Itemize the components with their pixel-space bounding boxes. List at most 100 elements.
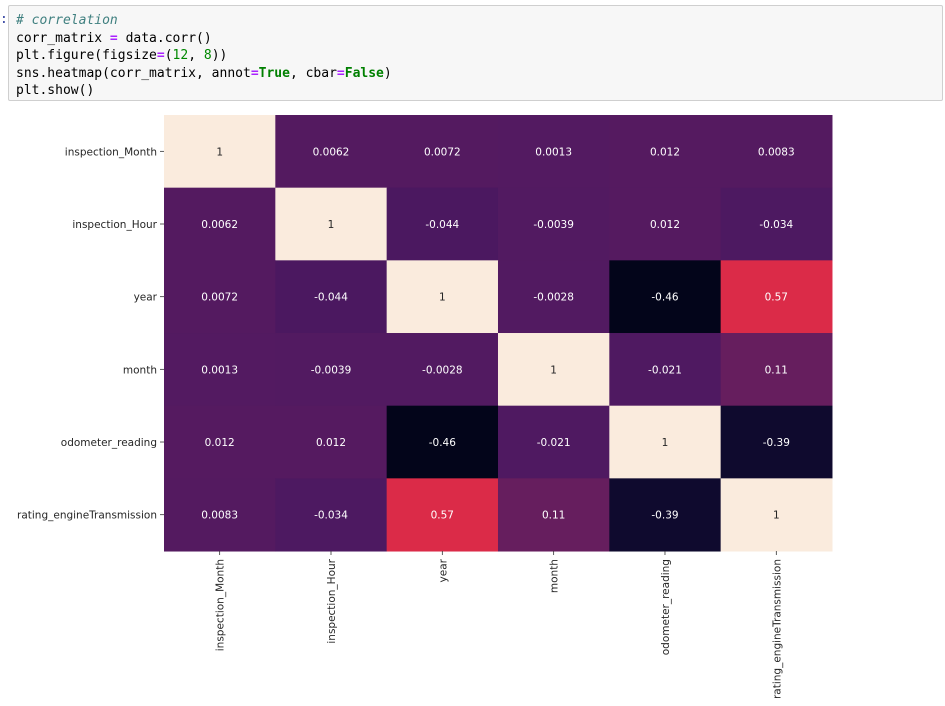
- cell-annotation: 1: [328, 219, 335, 231]
- heatmap-cell: [164, 333, 276, 407]
- heatmap-cell: [275, 187, 388, 261]
- cell-annotation: 0.57: [765, 292, 788, 304]
- code-token: =: [336, 65, 345, 81]
- code-token: # correlation: [16, 13, 118, 28]
- heatmap-cell: [164, 187, 276, 261]
- x-tick-label: month: [549, 559, 561, 593]
- heatmap-cell: [275, 405, 388, 479]
- heatmap-cell: [720, 187, 833, 261]
- correlation-heatmap: 1 0.0062 0.0072 0.0013 0.012 0.0083 0.0062 1 -0.…: [17, 115, 833, 699]
- code-token: =: [250, 65, 259, 81]
- code-token: False: [344, 65, 384, 81]
- cell-annotation: -0.044: [314, 292, 348, 304]
- heatmap-cell: [164, 478, 276, 552]
- cell-annotation: 0.11: [765, 364, 788, 376]
- heatmap-cell: [497, 187, 610, 261]
- heatmap-annotations: 1 0.0062 0.0072 0.0013 0.012 0.0083 0.0062 1 -0.…: [201, 146, 794, 521]
- code-token: 8: [203, 48, 212, 64]
- code-token: ): [383, 65, 392, 81]
- heatmap-cell: [386, 405, 499, 479]
- code-token: plt.show(): [16, 83, 95, 99]
- heatmap-cell: [386, 333, 499, 407]
- heatmap-cell: [609, 405, 722, 479]
- y-tick-label: inspection_Hour: [72, 219, 157, 231]
- heatmap-cell: [609, 478, 722, 552]
- code-line: plt.figure(figsize=(12, 8)): [16, 48, 227, 63]
- cell-annotation: -0.0039: [533, 219, 574, 231]
- cell-annotation: 0.0013: [201, 364, 238, 376]
- x-tick-label: year: [437, 558, 449, 582]
- cell-annotation: -0.034: [314, 510, 348, 522]
- code-token: plt.figure(figsize: [16, 48, 157, 64]
- heatmap-cell: [609, 115, 722, 189]
- cell-annotation: 0.0083: [201, 510, 238, 522]
- heatmap-cell: [497, 333, 610, 407]
- heatmap-cell: [275, 260, 388, 334]
- cell-annotation: -0.034: [759, 219, 793, 231]
- code-line: corr_matrix = data.corr(): [16, 31, 212, 46]
- x-tick-label: inspection_Hour: [326, 558, 338, 643]
- heatmap-cell: [720, 115, 833, 189]
- code-line: plt.show(): [16, 83, 94, 98]
- cell-annotation: 0.0072: [201, 292, 238, 304]
- code-token: )): [211, 48, 228, 64]
- cell-annotation: 0.0072: [424, 146, 461, 158]
- heatmap-cell: [275, 478, 388, 552]
- code-token: corr_matrix: [16, 30, 110, 46]
- cell-annotation: 0.012: [316, 437, 346, 449]
- x-tick-label: odometer_reading: [660, 559, 672, 655]
- y-tick-label: inspection_Month: [65, 146, 157, 158]
- heatmap-cell: [386, 187, 499, 261]
- heatmap-cells: [164, 115, 833, 552]
- cell-annotation: -0.39: [763, 437, 790, 449]
- heatmap-cell: [497, 115, 610, 189]
- code-line: # correlation: [16, 13, 118, 28]
- heatmap-cell: [609, 260, 722, 334]
- heatmap-cell: [609, 187, 722, 261]
- cell-annotation: 1: [216, 146, 223, 158]
- x-tick-label: inspection_Month: [215, 559, 227, 651]
- cell-annotation: -0.021: [537, 437, 571, 449]
- cell-annotation: -0.0028: [422, 364, 463, 376]
- heatmap-cell: [609, 333, 722, 407]
- y-tick-label: year: [134, 292, 158, 304]
- code-editor[interactable]: # correlation corr_matrix = data.corr() …: [9, 6, 942, 100]
- heatmap-cell: [497, 405, 610, 479]
- y-tick-label: odometer_reading: [61, 437, 157, 449]
- heatmap-cell: [275, 333, 388, 407]
- cell-annotation: 1: [550, 364, 557, 376]
- code-token: , cbar: [289, 65, 337, 81]
- code-token: True: [258, 65, 290, 81]
- code-token: ,: [188, 48, 204, 64]
- cell-annotation: -0.46: [651, 292, 678, 304]
- cell-prompt: :: [0, 12, 8, 27]
- cell-annotation: 0.57: [431, 510, 454, 522]
- cell-annotation: 0.0013: [535, 146, 572, 158]
- cell-annotation: -0.021: [648, 364, 682, 376]
- code-token: =: [156, 48, 165, 64]
- output-area: 1 0.0062 0.0072 0.0013 0.012 0.0083 0.0062 1 -0.…: [0, 103, 945, 702]
- heatmap-cell: [164, 260, 276, 334]
- cell-annotation: -0.46: [429, 437, 456, 449]
- heatmap-cell: [497, 478, 610, 552]
- heatmap-cell: [720, 333, 833, 407]
- y-tick-label: rating_engineTransmission: [17, 510, 157, 522]
- cell-annotation: 0.012: [650, 146, 680, 158]
- x-tick-label: rating_engineTransmission: [771, 559, 783, 699]
- cell-annotation: 1: [662, 437, 669, 449]
- heatmap-cell: [720, 260, 833, 334]
- heatmap-cell: [164, 405, 276, 479]
- heatmap-cell: [386, 478, 499, 552]
- code-token: (: [164, 48, 173, 64]
- cell-annotation: -0.39: [651, 510, 678, 522]
- heatmap-cell: [275, 115, 388, 189]
- heatmap-cell: [386, 115, 499, 189]
- cell-annotation: -0.0028: [533, 292, 574, 304]
- heatmap-cell: [164, 115, 276, 189]
- cell-annotation: 0.012: [650, 219, 680, 231]
- cell-annotation: 0.11: [542, 510, 565, 522]
- heatmap-cell: [720, 478, 833, 552]
- code-cell[interactable]: # correlation corr_matrix = data.corr() …: [8, 5, 943, 101]
- code-line: sns.heatmap(corr_matrix, annot=True, cba…: [16, 66, 392, 81]
